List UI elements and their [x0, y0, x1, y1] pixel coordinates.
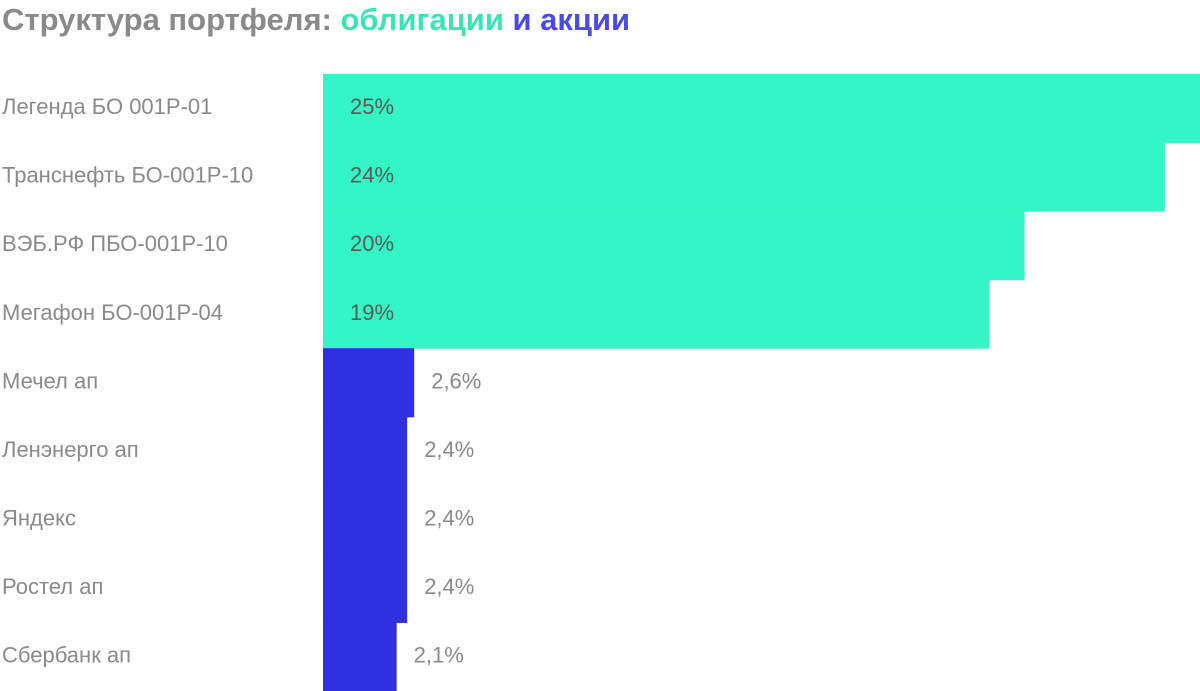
category-label: Сбербанк ап: [2, 643, 131, 668]
value-label: 2,6%: [431, 368, 481, 393]
category-label: Легенда БО 001P-01: [2, 94, 212, 119]
bar: [323, 416, 408, 486]
value-label: 2,4%: [424, 437, 474, 462]
category-label: Яндекс: [2, 505, 76, 530]
category-label: Мегафон БО-001Р-04: [2, 300, 223, 325]
value-label: 19%: [350, 300, 394, 325]
category-label: Транснефть БО-001Р-10: [2, 163, 253, 188]
bar: [323, 74, 1200, 144]
value-label: 2,4%: [424, 505, 474, 530]
category-label: Ленэнерго ап: [2, 437, 139, 462]
bar: [323, 142, 1165, 212]
value-label: 20%: [350, 231, 394, 256]
value-label: 2,1%: [414, 643, 464, 668]
bar: [323, 348, 415, 418]
title-part: облигации: [340, 2, 503, 37]
title-part: Структура портфеля:: [2, 2, 332, 37]
bar: [323, 622, 397, 691]
title-part: и акции: [513, 2, 631, 37]
category-label: Мечел ап: [2, 368, 98, 393]
bar: [323, 485, 408, 555]
value-label: 25%: [350, 94, 394, 119]
chart-title: Структура портфеля: облигации и акции: [2, 2, 630, 37]
bar: [323, 211, 1025, 281]
bar: [323, 279, 990, 349]
bar: [323, 553, 408, 623]
value-label: 24%: [350, 163, 394, 188]
category-label: ВЭБ.РФ ПБО-001Р-10: [2, 231, 228, 256]
category-label: Ростел ап: [2, 574, 103, 599]
value-label: 2,4%: [424, 574, 474, 599]
